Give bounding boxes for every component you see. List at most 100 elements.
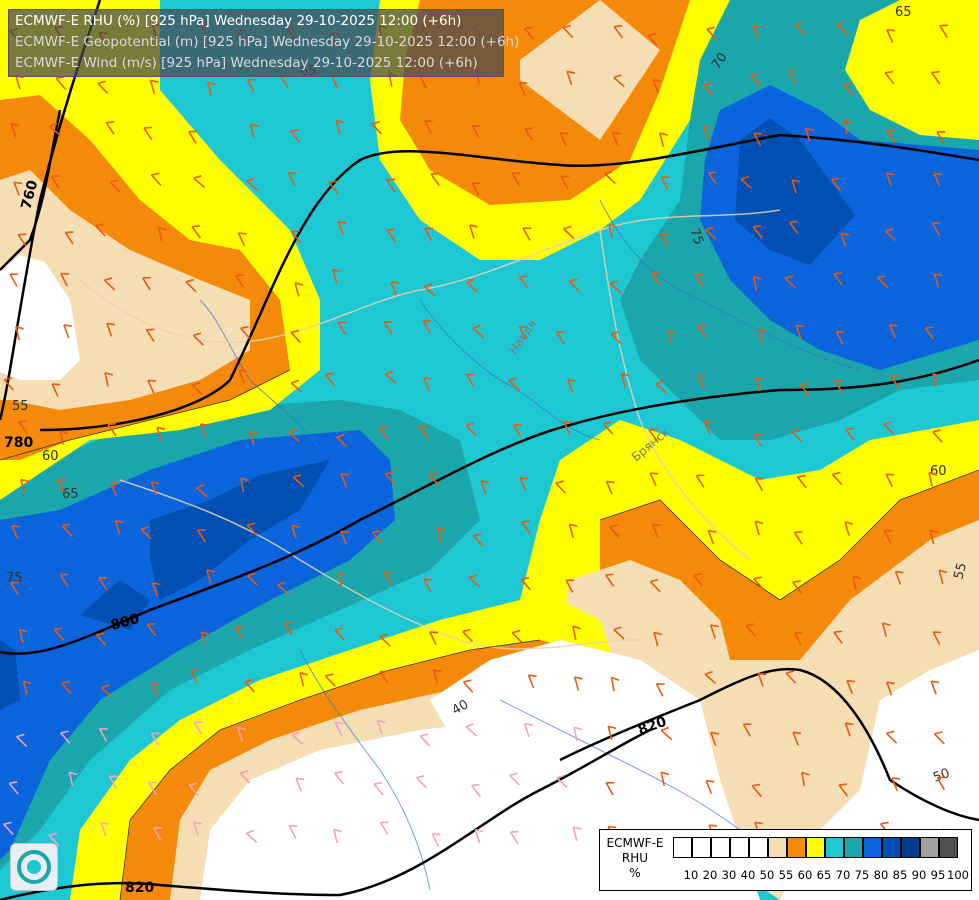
wind-barb [462, 679, 474, 693]
wind-barb [660, 726, 673, 741]
wind-barb [61, 523, 73, 537]
wind-barb [886, 681, 895, 696]
wind-barb [249, 123, 259, 138]
wind-barb [518, 81, 528, 96]
wind-barb [563, 225, 575, 239]
wind-barb [59, 430, 69, 445]
legend-swatch [787, 837, 806, 858]
rhu-label-65-w: 65 [62, 487, 79, 502]
wind-barb [754, 520, 764, 536]
wind-barb [246, 78, 256, 93]
wind-barb [333, 828, 342, 844]
wind-barb [16, 733, 28, 747]
wind-barb [891, 777, 901, 792]
wind-barb [573, 726, 583, 742]
wind-barb [185, 278, 197, 293]
legend-label: 50 [759, 868, 775, 882]
legend-swatch [882, 837, 901, 858]
wind-barb [10, 123, 20, 138]
rhu-legend: ECMWF-E RHU % 10 20 30 40 50 55 60 65 70 75 80 85 90… [599, 829, 972, 891]
wind-barb [192, 821, 202, 836]
wind-barb [150, 481, 160, 496]
wind-barb [11, 525, 21, 539]
wind-barbs [3, 21, 950, 847]
wind-barb [106, 322, 116, 337]
wind-barb [378, 426, 389, 440]
wind-barb [702, 126, 712, 141]
wind-barb [384, 370, 397, 384]
wind-barb [197, 528, 206, 543]
wind-barb [191, 382, 203, 396]
legend-swatch [692, 837, 711, 858]
wind-barb [422, 320, 432, 334]
wind-barb [751, 783, 762, 798]
legend-swatch [768, 837, 787, 858]
wind-barb [245, 829, 258, 843]
wind-barb [884, 227, 897, 242]
wind-barb [244, 679, 255, 693]
wind-barb [238, 369, 248, 384]
wind-barb [704, 670, 717, 685]
wind-barb [140, 526, 152, 540]
wind-barb [796, 474, 807, 489]
wind-barb [53, 627, 65, 641]
wind-barb [246, 522, 258, 536]
wind-barb [936, 130, 946, 145]
wind-barb [295, 777, 305, 792]
wind-barb [239, 770, 251, 784]
wind-barb [707, 529, 717, 545]
rhu-label-55-e: 55 [951, 561, 970, 581]
wind-barb [147, 379, 157, 394]
wind-barb [22, 680, 32, 696]
rivers [199, 199, 861, 891]
legend-label: 40 [740, 868, 756, 882]
wind-barb [3, 821, 14, 836]
wind-barb [63, 324, 72, 339]
wind-barb [472, 324, 485, 339]
wind-barb [932, 631, 942, 645]
wind-barb [784, 275, 796, 289]
wind-barb [141, 276, 151, 291]
wind-barb [752, 224, 763, 239]
rhu-85-zone-southwest [150, 460, 330, 600]
height-label-800: 800 [109, 611, 142, 634]
wind-barb [94, 223, 106, 237]
legend-label: 55 [778, 868, 794, 882]
wind-barb [468, 574, 481, 588]
wind-barb [785, 670, 797, 684]
wind-barb [924, 326, 935, 340]
legend-label: 80 [873, 868, 889, 882]
wind-barb [842, 81, 854, 96]
wind-barb [835, 330, 845, 345]
wind-barb [566, 379, 576, 394]
wind-barb [565, 579, 575, 593]
wind-barb [110, 481, 120, 496]
wind-barb [753, 576, 764, 590]
wind-barb [237, 232, 247, 247]
wind-barb [291, 731, 304, 745]
wind-barb [647, 33, 658, 47]
wind-barb [659, 232, 669, 247]
wind-barb [886, 28, 895, 43]
wind-barb [885, 172, 895, 187]
wind-barb [95, 632, 107, 646]
wind-barb [235, 274, 245, 288]
wind-barb [884, 70, 895, 85]
wind-barb [465, 422, 477, 436]
wind-barb [60, 272, 69, 287]
wind-barb [556, 774, 568, 788]
header-title-box: ECMWF-E RHU (%) [925 hPa] Wednesday 29-1… [8, 9, 519, 77]
wind-barb [692, 573, 704, 587]
legend-swatch [825, 837, 844, 858]
wind-barb [383, 320, 393, 335]
wind-barb [288, 428, 300, 442]
wind-barb [379, 670, 389, 684]
rhu-label-75-ne: 75 [686, 226, 706, 247]
wind-barb [509, 772, 521, 786]
wind-barb [105, 121, 115, 135]
wind-barb [651, 523, 661, 538]
legend-swatch [920, 837, 939, 858]
wind-barb [10, 581, 20, 595]
wind-barb [750, 72, 762, 86]
wind-barb [15, 325, 24, 341]
